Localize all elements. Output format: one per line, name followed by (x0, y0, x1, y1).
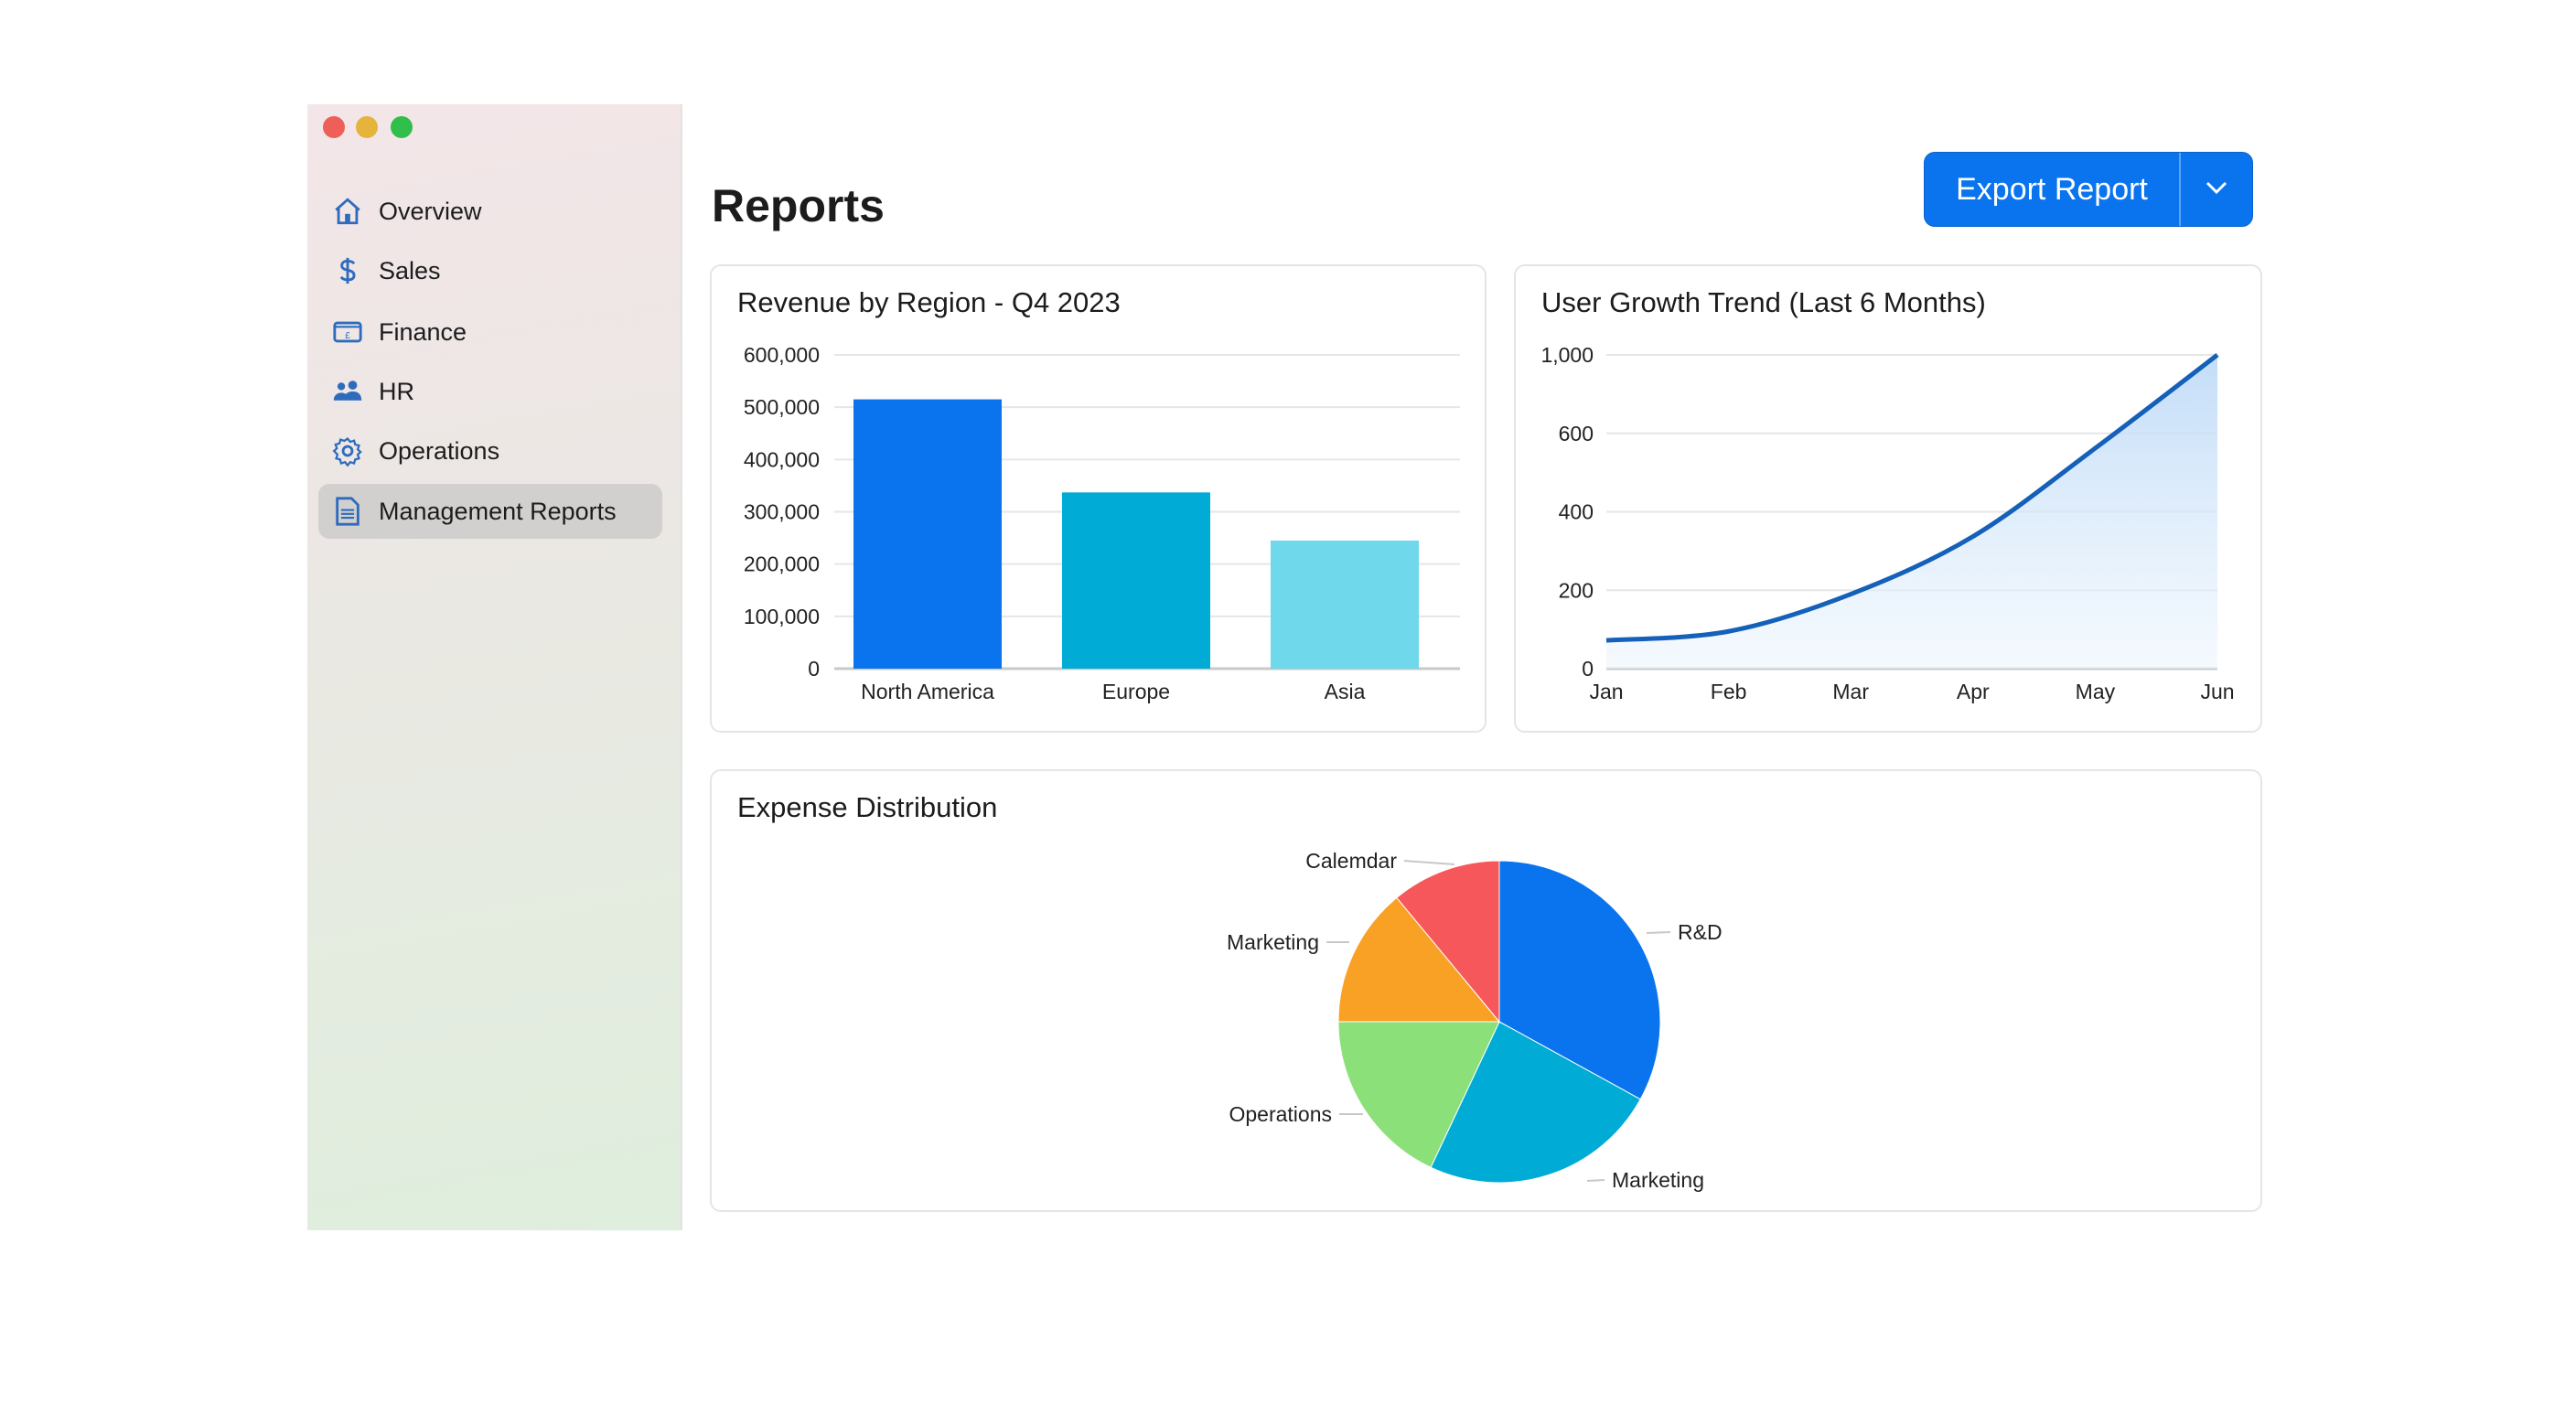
sidebar-item-management-reports[interactable]: Management Reports (318, 484, 662, 539)
chevron-down-icon (2205, 180, 2228, 199)
expense-distribution-card: Expense Distribution (710, 769, 2262, 1212)
gear-icon (331, 434, 364, 467)
people-icon (331, 375, 364, 408)
document-icon (331, 495, 364, 528)
home-icon (331, 195, 364, 228)
sidebar-item-label: Overview (379, 197, 482, 225)
banknote-icon: £ (331, 316, 364, 349)
page-title: Reports (712, 180, 885, 231)
revenue-by-region-card: Revenue by Region - Q4 2023 (710, 264, 1487, 733)
svg-text:£: £ (345, 331, 350, 341)
sidebar-item-operations[interactable]: Operations (318, 424, 662, 478)
sidebar-item-label: Operations (379, 436, 500, 465)
sidebar-item-finance[interactable]: £ Finance (318, 305, 662, 359)
user-growth-card: User Growth Trend (Last 6 Months) (1514, 264, 2262, 733)
chart-title: Expense Distribution (737, 791, 998, 823)
sidebar-item-label: HR (379, 377, 414, 405)
window-minimize-button[interactable] (356, 116, 378, 138)
sidebar-item-sales[interactable]: Sales (318, 243, 662, 298)
window-zoom-button[interactable] (391, 116, 413, 138)
dollar-icon (331, 254, 364, 287)
sidebar-item-label: Sales (379, 256, 441, 284)
sidebar (307, 104, 682, 1230)
export-options-dropdown-button[interactable] (2181, 153, 2252, 226)
window-close-button[interactable] (323, 116, 345, 138)
export-report-button[interactable]: Export Report (1925, 153, 2181, 226)
sidebar-item-label: Management Reports (379, 497, 617, 525)
chart-title: User Growth Trend (Last 6 Months) (1541, 286, 1986, 318)
sidebar-item-overview[interactable]: Overview (318, 184, 662, 239)
chart-title: Revenue by Region - Q4 2023 (737, 286, 1121, 318)
sidebar-item-hr[interactable]: HR (318, 364, 662, 419)
sidebar-item-label: Finance (379, 317, 467, 346)
export-report-split-button: Export Report (1924, 152, 2253, 227)
